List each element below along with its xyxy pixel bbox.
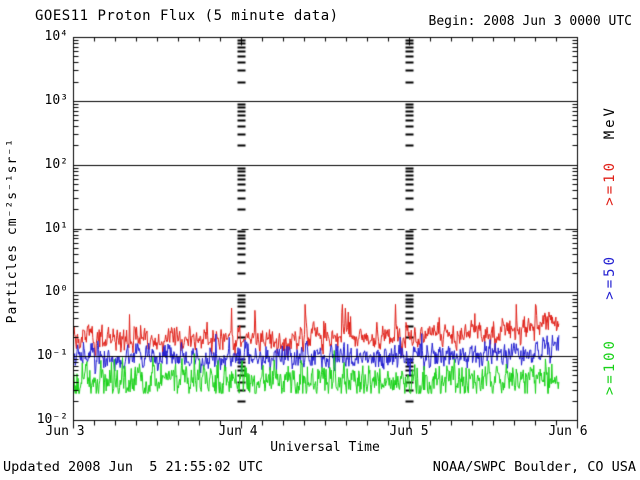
y-tick-label: 10¹ xyxy=(44,220,68,236)
y-tick-label: 10⁰ xyxy=(44,284,68,300)
right-axis-unit-label: MeV xyxy=(602,105,618,140)
x-tick-label: Jun 5 xyxy=(389,424,429,439)
x-tick-label: Jun 6 xyxy=(548,424,588,439)
legend-item-ge10-mev: >=10 xyxy=(602,160,618,206)
y-tick-label: 10⁻¹ xyxy=(36,348,68,364)
x-tick-label: Jun 4 xyxy=(218,424,258,439)
legend-item-ge50-mev: >=50 xyxy=(602,254,618,300)
x-tick-label: Jun 3 xyxy=(45,424,85,439)
y-tick-label: 10⁻² xyxy=(36,412,68,427)
y-axis-label: Particles cm⁻²s⁻¹sr⁻¹ xyxy=(5,138,20,324)
y-tick-label: 10⁴ xyxy=(44,29,68,44)
legend-item-ge100-mev: >=100 xyxy=(602,338,618,396)
x-axis-label: Universal Time xyxy=(270,440,380,455)
begin-timestamp: Begin: 2008 Jun 3 0000 UTC xyxy=(428,14,633,29)
credit-label: NOAA/SWPC Boulder, CO USA xyxy=(432,459,636,475)
updated-timestamp: Updated 2008 Jun 5 21:55:02 UTC xyxy=(3,459,264,475)
y-tick-label: 10² xyxy=(44,156,68,172)
y-tick-label: 10³ xyxy=(44,92,68,108)
chart-title: GOES11 Proton Flux (5 minute data) xyxy=(35,8,339,24)
